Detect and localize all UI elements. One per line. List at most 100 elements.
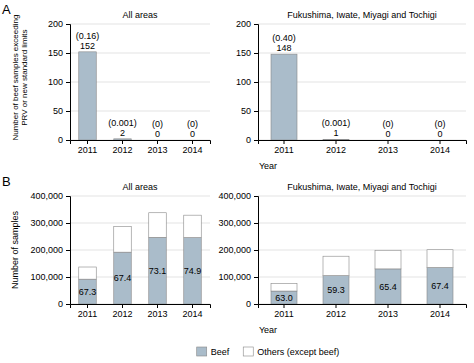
- axis-line: [71, 141, 211, 145]
- tick-label: 300,000: [30, 218, 63, 228]
- tick: 50: [241, 106, 258, 116]
- y-axis-title: Number of samples: [10, 210, 20, 289]
- rate-label: (0): [435, 119, 446, 129]
- legend-item: Others (except beef): [243, 347, 339, 357]
- tick-label: 0: [58, 135, 63, 145]
- tick: 2013: [147, 140, 167, 155]
- bar-segment: [375, 250, 401, 269]
- tick-mark: [440, 140, 441, 144]
- bar-segment: [149, 213, 167, 238]
- y-axis-title: Number of beef samples exceedingPRV or n…: [11, 15, 29, 141]
- share-label: 67.4: [431, 281, 449, 291]
- data-label: 0: [385, 129, 390, 139]
- bar-segment: [149, 237, 167, 304]
- chart-figure: 152(0.16)2(0.001)0(0)0(0)050100150200201…: [0, 0, 474, 363]
- rate-label: (0): [383, 119, 394, 129]
- tick-label: 400,000: [30, 191, 63, 201]
- share-label: 63.0: [275, 293, 293, 303]
- grid: [70, 196, 210, 304]
- share-label: 74.9: [184, 266, 202, 276]
- panel: 63.059.365.467.40100,000200,000300,00040…: [218, 182, 466, 319]
- bar-segment: [114, 227, 132, 253]
- data-label: 0: [437, 129, 442, 139]
- bar-segment: [79, 267, 97, 279]
- tick-label: 200: [236, 19, 251, 29]
- rate-label: (0.001): [108, 118, 137, 128]
- tick-mark: [66, 277, 70, 278]
- bar-segment: [79, 279, 97, 304]
- panel: 152(0.16)2(0.001)0(0)0(0)050100150200201…: [2, 2, 277, 171]
- tick: 2014: [182, 304, 202, 319]
- tick: 200,000: [218, 245, 258, 255]
- rate-label: (0.40): [272, 33, 296, 43]
- title: All areas: [122, 182, 158, 192]
- x-axis: 2011201220132014: [259, 140, 467, 155]
- x-axis-title: Year: [259, 325, 277, 335]
- tick-mark: [192, 140, 193, 144]
- tick: 300,000: [218, 218, 258, 228]
- tick-mark: [284, 140, 285, 144]
- tick: 150: [48, 48, 70, 58]
- bars: [79, 213, 202, 304]
- tick: 2012: [326, 140, 346, 155]
- tick: 150: [236, 48, 258, 58]
- tick-mark: [254, 304, 258, 305]
- data-labels: 152(0.16)2(0.001)0(0)0(0): [76, 31, 198, 139]
- tick-mark: [66, 82, 70, 83]
- tick: 2012: [112, 140, 132, 155]
- tick: 0: [58, 135, 70, 145]
- tick-mark: [254, 53, 258, 54]
- bar-segment: [184, 215, 202, 237]
- legend-label: Beef: [211, 347, 230, 357]
- tick-label: 0: [246, 299, 251, 309]
- tick: 2012: [326, 304, 346, 319]
- tick-mark: [388, 304, 389, 308]
- tick-mark: [122, 140, 123, 144]
- bar-segment: [271, 291, 297, 304]
- tick: 2011: [274, 304, 293, 319]
- legend-swatch: [243, 347, 253, 356]
- legend: Beef Others (except beef): [197, 347, 340, 357]
- tick-mark: [254, 140, 258, 141]
- tick: 2014: [182, 140, 202, 155]
- y-axis: 0100,000200,000300,000400,000: [30, 191, 70, 309]
- title: Fukushima, Iwate, Miyagi and Tochigi: [287, 10, 436, 20]
- tick-label: 100,000: [218, 272, 251, 282]
- tick: 2014: [430, 304, 450, 319]
- y-axis: 0100,000200,000300,000400,000: [218, 191, 258, 309]
- grid-line: [70, 196, 210, 197]
- bar-segment: [271, 283, 297, 291]
- panel-label: A: [2, 2, 11, 17]
- title: All areas: [122, 10, 158, 20]
- grid-line: [258, 196, 466, 197]
- tick-mark: [66, 53, 70, 54]
- panel: 148(0.40)1(0.001)0(0)0(0)050100150200201…: [236, 10, 467, 155]
- y-axis: 050100150200: [48, 19, 71, 145]
- share-label: 67.4: [114, 273, 132, 283]
- bar: [323, 139, 349, 140]
- bar: [375, 140, 401, 141]
- axis-line: [66, 25, 71, 141]
- tick-mark: [440, 304, 441, 308]
- tick-label: 2011: [78, 309, 97, 319]
- tick-label: 2012: [326, 145, 346, 155]
- tick-mark: [87, 304, 88, 308]
- grid-line: [70, 24, 210, 25]
- data-labels: 63.059.365.467.4: [275, 281, 449, 303]
- tick-mark: [66, 304, 70, 305]
- x-axis: 2011201220132014: [71, 304, 211, 319]
- tick: 300,000: [30, 218, 70, 228]
- tick-mark: [254, 223, 258, 224]
- data-label: 2: [120, 128, 125, 138]
- tick: 200,000: [30, 245, 70, 255]
- tick: 2011: [274, 140, 293, 155]
- axis-line: [66, 197, 71, 305]
- tick-mark: [122, 304, 123, 308]
- tick-mark: [254, 111, 258, 112]
- tick-mark: [336, 140, 337, 144]
- tick: 0: [246, 299, 258, 309]
- tick-label: 200,000: [218, 245, 251, 255]
- tick: 0: [246, 135, 258, 145]
- tick-label: 2011: [274, 145, 293, 155]
- axis-line: [254, 197, 259, 305]
